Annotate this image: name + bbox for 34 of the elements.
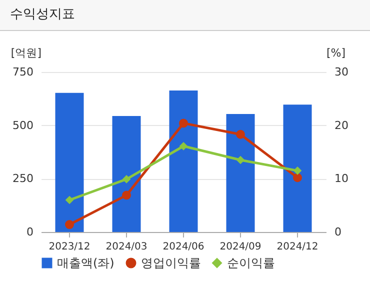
point [293, 173, 302, 182]
point [122, 175, 131, 184]
bar [283, 104, 312, 232]
y-axis-title: [억원] [10, 46, 42, 60]
point [179, 118, 188, 128]
legend-label: 매출액(좌) [57, 256, 114, 270]
y2-tick-label: 10 [334, 172, 348, 186]
chart-title: 수익성지표 [0, 0, 370, 31]
y2-axis-title: [%] [326, 46, 346, 60]
point [293, 166, 302, 175]
point [65, 196, 74, 204]
x-tick-label: 2023/12 [48, 242, 90, 252]
legend-label: 순이익률 [227, 256, 275, 270]
y-tick-label: 250 [12, 172, 34, 186]
point [65, 220, 74, 229]
x-tick-label: 2024/09 [220, 242, 262, 252]
y2-tick-label: 0 [334, 226, 342, 238]
y2-tick-label: 30 [334, 66, 348, 78]
point [236, 156, 245, 164]
point [122, 190, 131, 200]
bar [169, 90, 198, 232]
bar [112, 116, 141, 232]
x-tick-label: 2024/06 [162, 242, 204, 252]
bar [55, 92, 84, 232]
point [236, 130, 245, 139]
y-tick-label: 500 [12, 118, 34, 132]
legend-label: 영업이익률 [141, 256, 201, 270]
x-tick-label: 2024/12 [276, 242, 318, 252]
point [179, 142, 188, 150]
y-tick-label: 750 [12, 66, 34, 78]
y2-tick-label: 20 [334, 118, 348, 132]
bar [226, 114, 255, 232]
x-tick-label: 2024/03 [106, 242, 148, 252]
y-tick-label: 0 [26, 226, 34, 238]
